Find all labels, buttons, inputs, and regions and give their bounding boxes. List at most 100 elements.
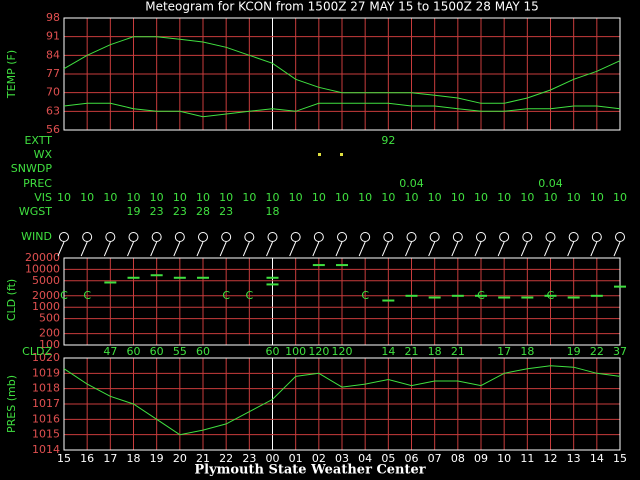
- row-value: 10: [266, 191, 280, 204]
- row-label: EXTT: [24, 134, 52, 147]
- panel-frame: [63, 17, 621, 131]
- wind-barb: [567, 241, 575, 257]
- row-value: 60: [150, 345, 164, 358]
- y-axis-label: CLD (ft): [5, 279, 18, 321]
- wind-station: [499, 232, 510, 242]
- wind-station: [174, 232, 185, 242]
- row-value: 10: [57, 191, 71, 204]
- wx-symbol: [318, 153, 321, 156]
- y-tick-label: 1020: [32, 351, 60, 364]
- wind-barb: [219, 241, 227, 257]
- row-value: 37: [613, 345, 627, 358]
- row-value: 10: [590, 191, 604, 204]
- wind-station: [128, 232, 139, 242]
- wind-station: [267, 232, 278, 242]
- row-value: 28: [196, 205, 210, 218]
- wind-barb: [103, 241, 111, 257]
- x-tick-label: 20: [173, 452, 187, 465]
- row-value: 10: [451, 191, 465, 204]
- y-tick-label: 91: [46, 30, 60, 43]
- x-tick-label: 17: [103, 452, 117, 465]
- wind-barb: [127, 241, 134, 257]
- series-line: [63, 102, 621, 118]
- wx-symbol: [340, 153, 343, 156]
- x-tick-label: 08: [451, 452, 465, 465]
- cloud-marker: C: [245, 289, 253, 302]
- chart-title: Meteogram for KCON from 1500Z 27 MAY 15 …: [145, 0, 539, 14]
- wind-barb: [57, 241, 65, 257]
- y-tick-label: 500: [39, 312, 60, 325]
- wind-station: [568, 232, 579, 242]
- y-tick-label: 1000: [32, 300, 60, 313]
- row-value: 10: [428, 191, 442, 204]
- row-label: SNWDP: [11, 162, 53, 175]
- wind-station: [198, 232, 208, 242]
- row-value: 21: [405, 345, 419, 358]
- x-tick-label: 06: [405, 452, 419, 465]
- series-line: [63, 365, 621, 436]
- series-line: [63, 36, 621, 104]
- row-value: 23: [150, 205, 164, 218]
- row-value: 10: [196, 191, 210, 204]
- row-value: 10: [103, 191, 117, 204]
- x-tick-label: 09: [474, 452, 488, 465]
- row-value: 47: [103, 345, 117, 358]
- row-value: 10: [289, 191, 303, 204]
- wind-barb: [80, 241, 88, 257]
- wind-station: [82, 232, 93, 242]
- x-tick-label: 19: [150, 452, 164, 465]
- row-value: 19: [127, 205, 141, 218]
- wind-station: [429, 232, 440, 242]
- x-tick-label: 18: [127, 452, 141, 465]
- y-tick-label: 20000: [25, 251, 60, 264]
- y-tick-label: 63: [46, 104, 60, 117]
- x-tick-label: 01: [289, 452, 303, 465]
- row-value: 10: [381, 191, 395, 204]
- wind-station: [452, 232, 463, 242]
- row-value: 10: [80, 191, 94, 204]
- wind-station: [522, 232, 533, 242]
- x-tick-label: 00: [266, 452, 280, 465]
- y-tick-label: 84: [46, 48, 60, 61]
- row-value: 23: [219, 205, 233, 218]
- row-value: 10: [219, 191, 233, 204]
- row-value: 60: [196, 345, 210, 358]
- row-label: WX: [34, 148, 53, 161]
- row-value: 10: [127, 191, 141, 204]
- y-tick-label: 1016: [32, 412, 60, 425]
- y-tick-label: 200: [39, 327, 60, 340]
- x-tick-label: 13: [567, 452, 581, 465]
- row-value: 18: [266, 205, 280, 218]
- wind-station: [383, 232, 394, 242]
- x-tick-label: 10: [497, 452, 511, 465]
- x-tick-label: 22: [219, 452, 233, 465]
- wind-barb: [289, 241, 297, 257]
- row-label: PREC: [23, 177, 52, 190]
- wind-barb: [544, 241, 551, 257]
- y-tick-label: 1018: [32, 382, 60, 395]
- row-value: 55: [173, 345, 187, 358]
- wind-station: [244, 232, 255, 242]
- wind-station: [476, 232, 486, 242]
- row-value: 10: [242, 191, 256, 204]
- wind-barb: [613, 241, 621, 257]
- x-tick-label: 03: [335, 452, 349, 465]
- wind-barb: [335, 241, 343, 257]
- footer: Plymouth State Weather Center: [194, 463, 425, 478]
- wind-barb: [474, 241, 482, 257]
- wind-barb: [590, 241, 598, 257]
- y-tick-label: 98: [46, 11, 60, 24]
- row-value: 0.04: [538, 177, 563, 190]
- row-value: 92: [381, 134, 395, 147]
- row-value: 10: [312, 191, 326, 204]
- row-value: 22: [590, 345, 604, 358]
- row-value: 10: [613, 191, 627, 204]
- cloud-marker: C: [361, 289, 369, 302]
- cloud-marker: C: [222, 289, 230, 302]
- x-tick-label: 05: [381, 452, 395, 465]
- y-tick-label: 100: [39, 338, 60, 351]
- row-label: VIS: [34, 191, 52, 204]
- wind-barb: [497, 241, 505, 257]
- y-tick-label: 1017: [32, 397, 60, 410]
